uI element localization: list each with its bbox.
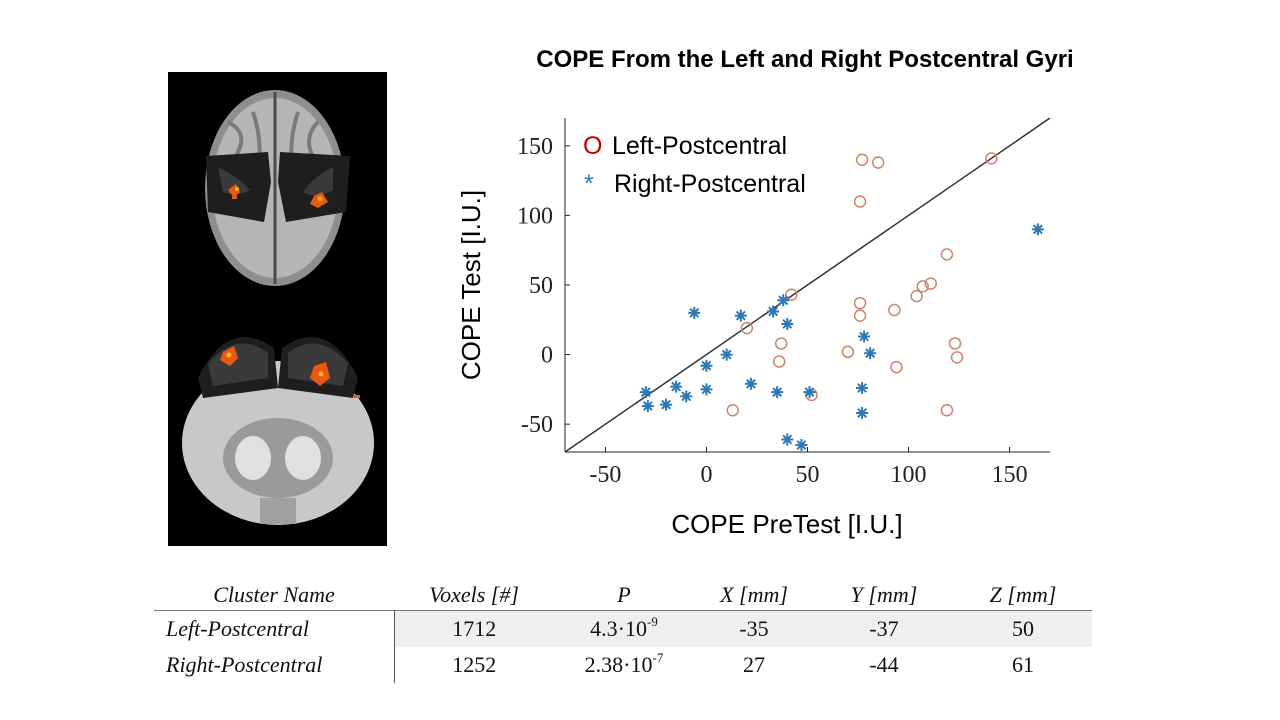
right-postcentral-point: [720, 348, 733, 361]
right-postcentral-point: [660, 398, 673, 411]
right-postcentral-point: [700, 383, 713, 396]
y-tick-label: 100: [517, 203, 553, 229]
cell-p: 2.38·10-7: [554, 647, 694, 683]
left-postcentral-point: [924, 277, 938, 290]
y-axis-label: COPE Test [I.U.]: [456, 190, 486, 380]
legend-label-left: Left-Postcentral: [612, 132, 787, 160]
left-postcentral-point: [855, 153, 869, 166]
chart-title: COPE From the Left and Right Postcentral…: [536, 46, 1074, 73]
brain-coronal-image: [168, 308, 387, 546]
left-postcentral-point: [950, 351, 964, 364]
cell-z: 61: [1012, 652, 1034, 677]
y-tick-label: 50: [529, 273, 553, 299]
right-postcentral-point: [856, 407, 869, 420]
left-postcentral-point: [888, 303, 901, 317]
left-postcentral-point: [940, 404, 954, 417]
left-postcentral-point: [916, 280, 929, 293]
cell-y: -37: [814, 610, 954, 647]
x-tick-label: 100: [891, 462, 927, 488]
header-z: Z [mm]: [954, 580, 1092, 611]
right-postcentral-point: [795, 439, 808, 452]
right-postcentral-point: [777, 294, 790, 307]
right-postcentral-point: [858, 330, 871, 343]
cell-p-exponent: -9: [646, 613, 658, 629]
header-p: P: [554, 580, 694, 611]
cell-z: 50: [954, 610, 1092, 647]
cell-x: -35: [694, 610, 814, 647]
left-postcentral-point: [910, 289, 923, 303]
left-postcentral-point: [853, 195, 867, 208]
legend-marker-left: O: [583, 132, 602, 160]
cell-p-base: 2.38·10: [584, 652, 653, 677]
right-postcentral-point: [856, 381, 869, 394]
cell-p-exponent: -7: [652, 649, 664, 665]
x-axis-label: COPE PreTest [I.U.]: [671, 509, 902, 539]
cell-voxels: 1252: [452, 652, 497, 677]
cell-p-base: 4.3·10: [590, 616, 647, 641]
right-postcentral-point: [864, 347, 877, 360]
identity-line: [564, 117, 1051, 453]
right-postcentral-point: [744, 377, 757, 390]
right-postcentral-point: [803, 386, 816, 399]
left-postcentral-point: [890, 360, 903, 374]
left-postcentral-point: [948, 337, 962, 350]
table-row: Left-Postcentral 1712 4.3·10-9 -35 -37 5…: [154, 610, 1092, 647]
left-postcentral-point: [785, 288, 798, 301]
right-postcentral-point: [781, 317, 794, 330]
y-tick-label: 150: [517, 134, 553, 160]
left-postcentral-point: [841, 345, 855, 359]
right-postcentral-point: [639, 386, 652, 399]
right-postcentral-point: [1031, 223, 1044, 236]
cluster-table: Cluster Name Voxels [#] P X [mm] Y [mm] …: [154, 580, 1092, 683]
x-tick-label: 0: [700, 462, 712, 488]
header-x: X [mm]: [694, 580, 814, 611]
cell-voxels: 1712: [394, 610, 554, 647]
left-postcentral-point: [740, 321, 754, 335]
left-postcentral-point: [853, 309, 867, 322]
right-postcentral-point: [767, 305, 780, 318]
x-tick-label: -50: [589, 462, 621, 488]
right-postcentral-point: [771, 386, 784, 399]
right-postcentral-point: [641, 400, 654, 413]
left-postcentral-point: [772, 355, 786, 368]
left-postcentral-point: [726, 404, 739, 417]
x-tick-label: 50: [796, 462, 820, 488]
left-postcentral-point: [871, 156, 885, 169]
right-postcentral-point: [680, 390, 693, 403]
table-header-row: Cluster Name Voxels [#] P X [mm] Y [mm] …: [154, 580, 1092, 611]
right-postcentral-point: [781, 433, 794, 446]
header-voxels: Voxels [#]: [394, 580, 554, 611]
y-tick-label: 0: [541, 343, 553, 369]
scatter-chart: -50 0 50 100 150 -50 0 50 100 150 COPE PreTest [I…: [456, 117, 1051, 539]
table-row: Right-Postcentral 1252 2.38·10-7 27 -44 …: [154, 647, 1092, 683]
right-postcentral-point: [688, 306, 701, 319]
x-tick-label: 150: [992, 462, 1028, 488]
header-cluster-name: Cluster Name: [154, 580, 394, 611]
cell-x: 27: [743, 652, 765, 677]
right-postcentral-point: [734, 309, 747, 322]
y-tick-label: -50: [521, 412, 553, 438]
left-postcentral-point: [985, 152, 998, 165]
chart-legend: O Left-Postcentral * Right-Postcentral: [583, 132, 806, 198]
cell-p: 4.3·10-9: [554, 610, 694, 647]
brain-axial-image: [168, 72, 387, 308]
legend-marker-right: *: [584, 170, 594, 198]
right-postcentral-point: [700, 359, 713, 372]
left-postcentral-point: [853, 296, 867, 310]
legend-label-right: Right-Postcentral: [614, 170, 806, 198]
left-postcentral-point: [774, 337, 788, 350]
header-y: Y [mm]: [814, 580, 954, 611]
cell-y: -44: [869, 652, 899, 677]
cell-cluster-name: Left-Postcentral: [154, 610, 395, 647]
right-postcentral-point: [670, 380, 683, 393]
left-postcentral-point: [940, 248, 954, 261]
cell-cluster-name: Right-Postcentral: [154, 647, 395, 683]
